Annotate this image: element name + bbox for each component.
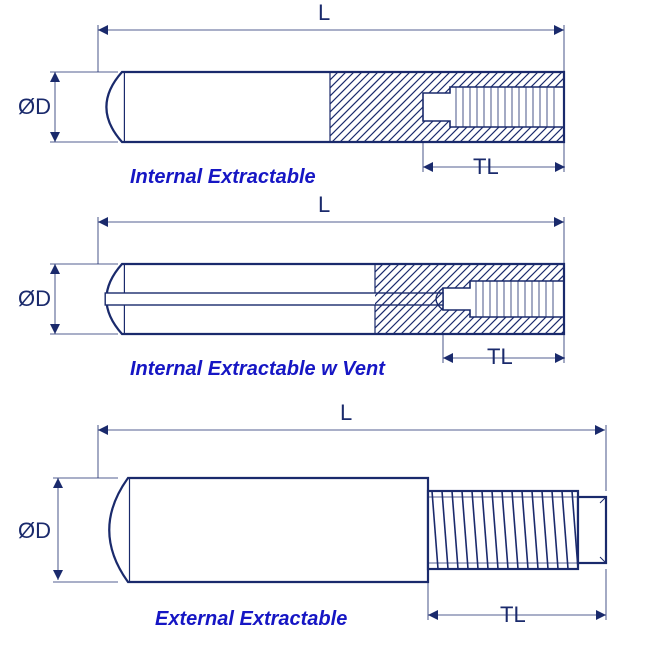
fig3-caption: External Extractable [155, 608, 347, 631]
fig3-dim-d: ØD [18, 518, 51, 544]
fig1-dim-tl: TL [473, 154, 499, 180]
fig2-dim-tl: TL [487, 344, 513, 370]
fig3 [109, 478, 606, 582]
fig1-dim-d: ØD [18, 94, 51, 120]
fig1-dim-l: L [318, 0, 330, 26]
fig1-caption: Internal Extractable [130, 166, 316, 189]
fig2-dim-d: ØD [18, 286, 51, 312]
fig3-dim-tl: TL [500, 602, 526, 628]
fig2-dim-l: L [318, 192, 330, 218]
fig2 [105, 264, 564, 334]
diagram-canvas [0, 0, 670, 670]
fig2-caption: Internal Extractable w Vent [130, 358, 385, 381]
fig3-dim-l: L [340, 400, 352, 426]
